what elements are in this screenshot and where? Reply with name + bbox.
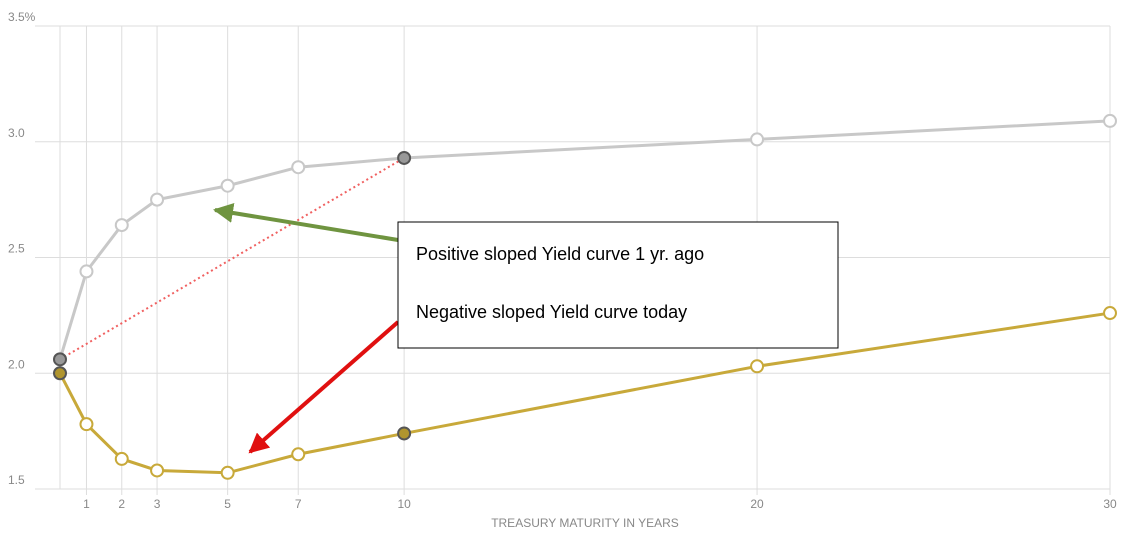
y-tick-label: 3.5% [8,10,36,24]
point [291,160,306,175]
point [114,451,129,466]
x-tick-label: 3 [154,497,161,511]
x-tick-label: 30 [1103,497,1117,511]
point [220,178,235,193]
point [750,359,765,374]
x-tick-label: 20 [750,497,764,511]
y-tick-label: 2.0 [8,357,25,371]
connector [59,157,405,361]
x-tick-label: 7 [295,497,302,511]
annotation-box [397,221,839,349]
point [53,352,67,367]
annotation: Negative sloped Yield curve today [416,302,687,322]
x-axis-label: TREASURY MATURITY IN YEARS [491,516,679,530]
point [220,465,235,480]
red-arrow [248,320,400,454]
point [1103,306,1117,321]
point [1103,113,1117,128]
point [150,192,165,207]
point [397,426,412,441]
annotation: Positive sloped Yield curve 1 yr. ago [416,244,704,264]
point [79,417,94,432]
x-tick-label: 1 [83,497,90,511]
point [79,264,94,279]
point [291,447,306,462]
point [150,463,165,478]
x-tick-label: 2 [118,497,125,511]
y-tick-label: 3.0 [8,126,25,140]
point [750,132,765,147]
point [53,366,67,381]
y-tick-label: 1.5 [8,473,25,487]
green-arrow [213,203,399,242]
point [114,218,129,233]
y-tick-label: 2.5 [8,242,25,256]
point [397,150,412,165]
x-tick-label: 10 [397,497,411,511]
x-tick-label: 5 [224,497,231,511]
